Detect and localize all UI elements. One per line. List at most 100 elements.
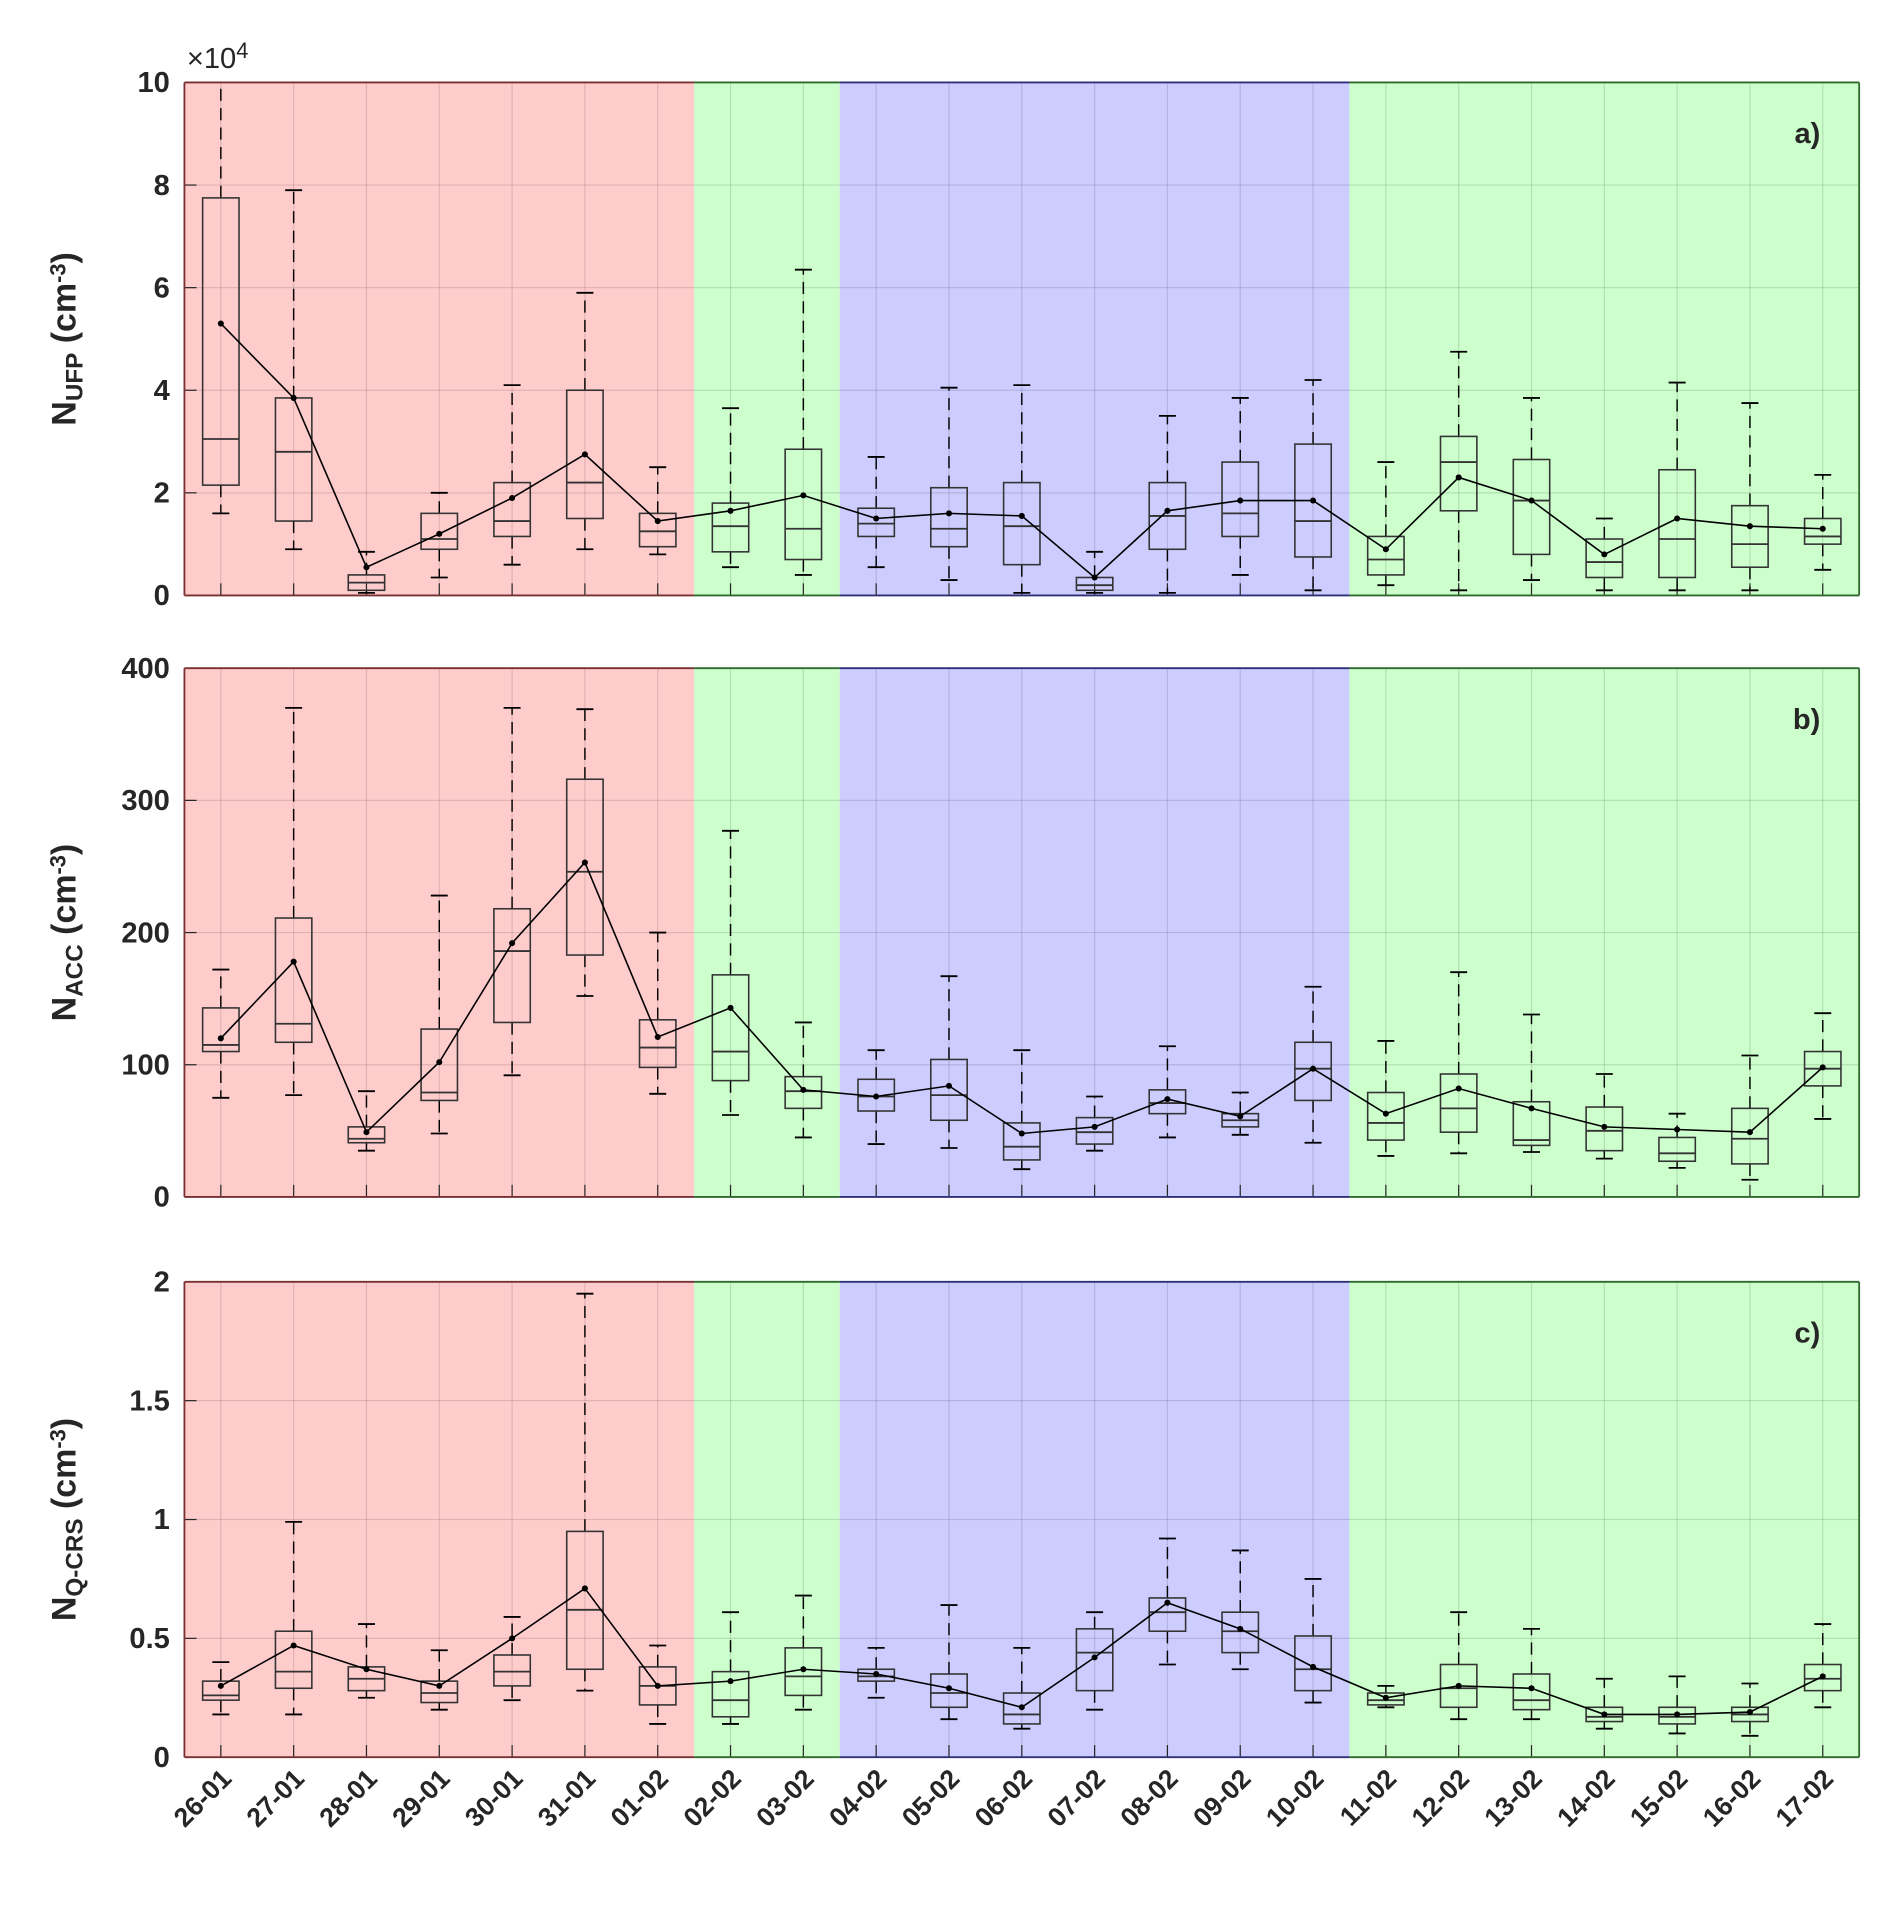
box-05-02 [930, 386, 968, 581]
box-13-02 [1512, 1627, 1551, 1721]
mean-point [509, 940, 516, 947]
box-iqr [711, 502, 750, 553]
box-13-02 [1512, 1013, 1551, 1153]
mean-point [1310, 497, 1317, 504]
box-iqr [784, 1075, 823, 1110]
box-29-01 [420, 1649, 459, 1711]
box-31-01 [565, 291, 604, 551]
box-iqr [638, 1019, 677, 1069]
box-iqr [1002, 1692, 1041, 1725]
box-01-02 [638, 931, 677, 1095]
box-iqr [1366, 1091, 1405, 1141]
x-tick-label: 28-01 [313, 1763, 383, 1833]
mean-point [1819, 1673, 1826, 1680]
mean-point [1018, 512, 1025, 519]
box-iqr [930, 1058, 968, 1122]
box-iqr [1366, 1692, 1405, 1706]
mean-point [581, 451, 588, 458]
x-tick-label: 06-02 [969, 1763, 1038, 1832]
box-10-02 [1294, 985, 1333, 1144]
box-01-02 [638, 466, 677, 556]
mean-point [363, 1666, 370, 1673]
y-tick-label: 400 [121, 653, 170, 685]
box-iqr [1658, 1136, 1697, 1163]
mean-point [1237, 497, 1244, 504]
mean-point [1237, 1113, 1244, 1120]
mean-point [1310, 1065, 1317, 1072]
y-label-sup: -3 [45, 855, 70, 874]
mean-point [727, 507, 734, 514]
y-tick-label: 1 [154, 1504, 170, 1536]
box-iqr [565, 389, 604, 520]
mean-point [1746, 1709, 1753, 1716]
mean-point [509, 1635, 516, 1642]
box-15-02 [1658, 1675, 1697, 1735]
box-27-01 [274, 1520, 313, 1716]
box-16-02 [1730, 1054, 1769, 1181]
box-06-02 [1002, 1646, 1041, 1730]
panel-2: 0 100 200 300 400 b) NACC (cm-3) [45, 653, 1861, 1214]
y-label-unit: (cm [45, 1449, 83, 1519]
box-09-02 [1221, 397, 1260, 576]
y-label-unit: (cm [45, 875, 83, 945]
mean-point [1601, 1711, 1608, 1718]
y-tick-label: 0 [154, 580, 170, 612]
box-01-02 [638, 1644, 677, 1725]
box-iqr [857, 1668, 896, 1682]
mean-point [1674, 1126, 1681, 1133]
box-iqr [930, 1673, 968, 1709]
mean-point [290, 958, 297, 965]
box-iqr [711, 1670, 750, 1718]
y-label-sup: -3 [45, 264, 70, 283]
period-background [839, 1281, 1350, 1758]
x-tick-label: 12-02 [1406, 1763, 1475, 1832]
mean-point [800, 1666, 807, 1673]
mean-point [654, 518, 661, 525]
box-30-01 [493, 1616, 532, 1702]
box-06-02 [1002, 384, 1041, 594]
box-iqr [420, 1680, 459, 1704]
box-08-02 [1148, 414, 1187, 594]
x-tick-label: 09-02 [1187, 1763, 1256, 1832]
box-iqr [1002, 481, 1041, 566]
x-tick-label: 15-02 [1624, 1763, 1693, 1832]
box-iqr [1658, 468, 1697, 579]
box-05-02 [930, 1604, 968, 1721]
box-iqr [1512, 458, 1551, 556]
period-background [1349, 668, 1860, 1197]
y-label-main: N [45, 1597, 83, 1622]
mean-point [363, 564, 370, 571]
box-28-01 [347, 550, 386, 594]
box-iqr [1148, 1089, 1187, 1115]
box-16-02 [1730, 1682, 1769, 1737]
box-31-01 [565, 708, 604, 997]
box-iqr [1585, 538, 1624, 579]
y-tick-label: 0 [154, 1182, 170, 1214]
y-label-unit: (cm [45, 283, 83, 353]
mean-point [1018, 1704, 1025, 1711]
box-iqr [493, 1654, 532, 1687]
mean-point [873, 1093, 880, 1100]
box-07-02 [1075, 550, 1114, 594]
box-05-02 [930, 975, 968, 1149]
box-30-01 [493, 384, 532, 566]
mean-point [217, 1035, 224, 1042]
mean-point [436, 1682, 443, 1689]
mean-point [1674, 1711, 1681, 1718]
box-15-02 [1658, 1112, 1697, 1169]
x-tick-label: 01-02 [605, 1763, 674, 1832]
mean-point [1382, 546, 1389, 553]
box-28-01 [347, 1090, 386, 1152]
mean-point [1164, 1599, 1171, 1606]
y-axis-label: NUFP (cm-3) [45, 252, 88, 426]
y-tick-label: 1.5 [129, 1385, 169, 1417]
mean-point [1746, 523, 1753, 530]
box-iqr [784, 448, 823, 561]
x-tick-label: 31-01 [532, 1763, 602, 1833]
mean-point [217, 1682, 224, 1689]
box-iqr [1002, 1122, 1041, 1161]
x-tick-label: 04-02 [823, 1763, 892, 1832]
box-04-02 [857, 456, 896, 569]
box-14-02 [1585, 517, 1624, 592]
